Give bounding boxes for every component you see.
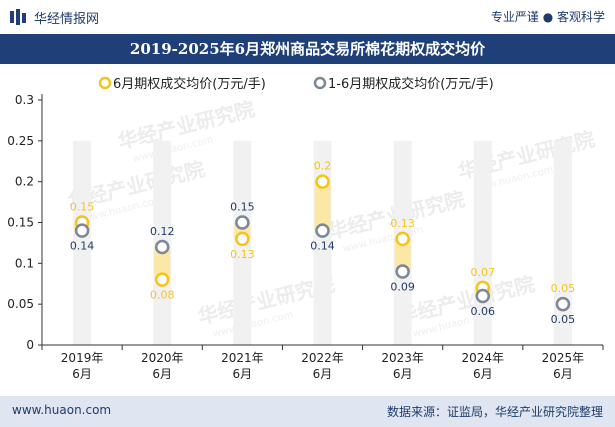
x-tick-label: 6月 (152, 367, 172, 381)
series2-point (395, 264, 410, 279)
series2-point (154, 239, 170, 255)
series2-data-label: 0.09 (390, 281, 415, 294)
y-tick-label: 0.05 (7, 297, 34, 311)
series1-data-label: 0.08 (150, 289, 175, 302)
series2-data-label: 0.14 (70, 240, 95, 253)
x-tick-label: 6月 (72, 367, 92, 381)
y-tick-label: 0.2 (15, 175, 34, 189)
x-tick-label: 2025年 (542, 351, 585, 365)
chart-area: 华经产业研究院www.huaon.com华经产业研究院www.huaon.com… (7, 76, 604, 381)
x-tick-label: 6月 (313, 367, 333, 381)
difference-band (394, 238, 411, 272)
y-tick-label: 0.1 (15, 256, 34, 270)
data-labels: 0.15 0.14 0.08 0.12 0.13 0.15 0.2 0.14 0.13 0.09 0… (70, 160, 575, 327)
x-tick-label: 6月 (393, 367, 413, 381)
series2-point (475, 288, 491, 304)
brand-name: 华经情报网 (34, 12, 100, 27)
series2-data-label: 0.05 (551, 313, 576, 326)
legend-series2-marker (313, 76, 327, 90)
category-column (73, 140, 92, 345)
logo-icon (10, 9, 26, 25)
x-tick-label: 2022年 (301, 351, 344, 365)
difference-band (314, 181, 331, 231)
x-tick-label: 6月 (553, 367, 573, 381)
x-tick-label: 2020年 (141, 351, 184, 365)
y-tick-label: 0.3 (15, 93, 34, 107)
legend-series2-label: 1-6月期权成交均价(万元/手) (328, 76, 494, 92)
series2-point (74, 223, 90, 238)
series1-data-label: 0.2 (314, 160, 332, 173)
legend-series1-label: 6月期权成交均价(万元/手) (113, 76, 266, 92)
series2-data-label: 0.14 (310, 240, 335, 253)
x-tick-label: 2019年 (61, 351, 104, 365)
footer-website: www.huaon.com (12, 403, 112, 417)
footer-source: 数据来源：证监局，华经产业研究院整理 (386, 405, 603, 419)
series2-data-label: 0.12 (150, 225, 175, 238)
legend: 6月期权成交均价(万元/手) 1-6月期权成交均价(万元/手) (98, 76, 494, 92)
y-tick-label: 0.25 (7, 134, 34, 148)
top-bar: 华经情报网 专业严谨 ● 客观科学 (0, 0, 615, 34)
series1-point (154, 272, 170, 287)
category-column (553, 140, 572, 345)
axes: 0 0.05 0.1 0.15 0.2 0.25 0.3 2019年 6月 2020年 6月 2021… (7, 93, 604, 381)
series1-data-label: 0.05 (551, 282, 576, 295)
title-bar: 2019-2025年6月郑州商品交易所棉花期权成交均价 (0, 34, 615, 64)
series1-point (395, 231, 410, 247)
x-tick-label: 6月 (233, 367, 253, 381)
x-tick-label: 2024年 (462, 351, 505, 365)
series1-data-label: 0.13 (390, 217, 415, 230)
series2-point (235, 215, 250, 230)
series1-point (315, 174, 330, 189)
difference-band (154, 247, 171, 280)
tagline: 专业严谨 ● 客观科学 (490, 10, 605, 24)
series2-point (315, 223, 330, 238)
footer-bar: www.huaon.com 数据来源：证监局，华经产业研究院整理 (0, 396, 615, 427)
y-tick-label: 0.15 (7, 216, 34, 230)
data-points (74, 174, 571, 312)
series2-data-label: 0.06 (471, 305, 496, 318)
series1-point (235, 231, 250, 247)
legend-series1-marker (98, 76, 112, 90)
series1-data-label: 0.13 (230, 248, 255, 261)
series2-point (555, 296, 571, 312)
series1-data-label: 0.15 (70, 201, 95, 214)
series1-data-label: 0.07 (471, 266, 496, 279)
x-tick-label: 2023年 (381, 351, 424, 365)
chart-title: 2019-2025年6月郑州商品交易所棉花期权成交均价 (129, 40, 486, 58)
x-tick-label: 6月 (473, 367, 493, 381)
y-tick-label: 0 (26, 338, 34, 352)
x-tick-label: 2021年 (221, 351, 264, 365)
series2-data-label: 0.15 (230, 201, 255, 214)
